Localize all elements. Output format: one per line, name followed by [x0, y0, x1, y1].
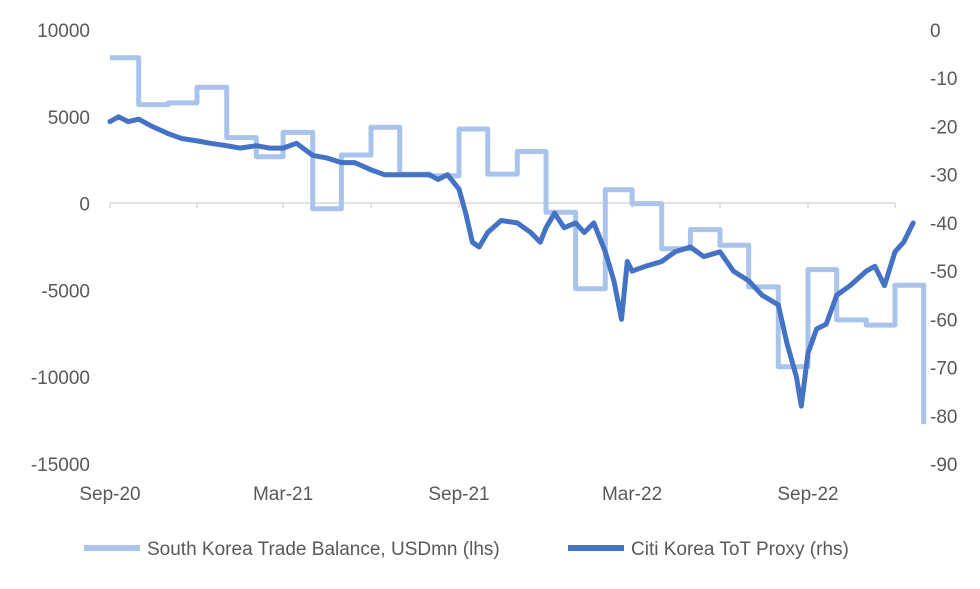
y-right-tick-label: -60 — [930, 310, 957, 331]
y-left-tick-label: -5000 — [41, 281, 90, 302]
x-tick-label: Sep-20 — [79, 484, 140, 505]
legend-label-trade-balance: South Korea Trade Balance, USDmn (lhs) — [147, 539, 500, 560]
legend: South Korea Trade Balance, USDmn (lhs) C… — [84, 539, 849, 560]
series-trade-balance-line — [110, 55, 927, 425]
x-tick-label: Sep-21 — [428, 484, 489, 505]
y-right-tick-label: -80 — [930, 407, 957, 428]
y-right-tick-label: -40 — [930, 214, 957, 235]
y-right-tick-label: -50 — [930, 262, 957, 283]
tick-labels: 10000 5000 0 -5000 -10000 -15000 0 -10 -20 -30 -40… — [31, 21, 958, 505]
y-right-tick-label: -70 — [930, 359, 957, 380]
y-left-tick-label: -15000 — [31, 455, 90, 476]
y-right-tick-label: -10 — [930, 69, 957, 90]
y-left-tick-label: 5000 — [48, 108, 90, 129]
y-right-tick-label: 0 — [930, 21, 941, 42]
y-right-tick-label: -90 — [930, 455, 957, 476]
x-tick-label: Sep-22 — [777, 484, 838, 505]
x-tick-label: Mar-22 — [602, 484, 662, 505]
y-left-tick-label: 0 — [79, 195, 90, 216]
x-tick-label: Mar-21 — [253, 484, 313, 505]
y-right-tick-label: -20 — [930, 117, 957, 138]
y-left-tick-label: 10000 — [37, 21, 90, 42]
series-tot-proxy-line — [107, 114, 916, 409]
legend-label-tot-proxy: Citi Korea ToT Proxy (rhs) — [631, 539, 849, 560]
axes — [109, 202, 896, 208]
series-lines — [107, 55, 927, 425]
y-right-tick-label: -30 — [930, 166, 957, 187]
y-left-tick-label: -10000 — [31, 368, 90, 389]
